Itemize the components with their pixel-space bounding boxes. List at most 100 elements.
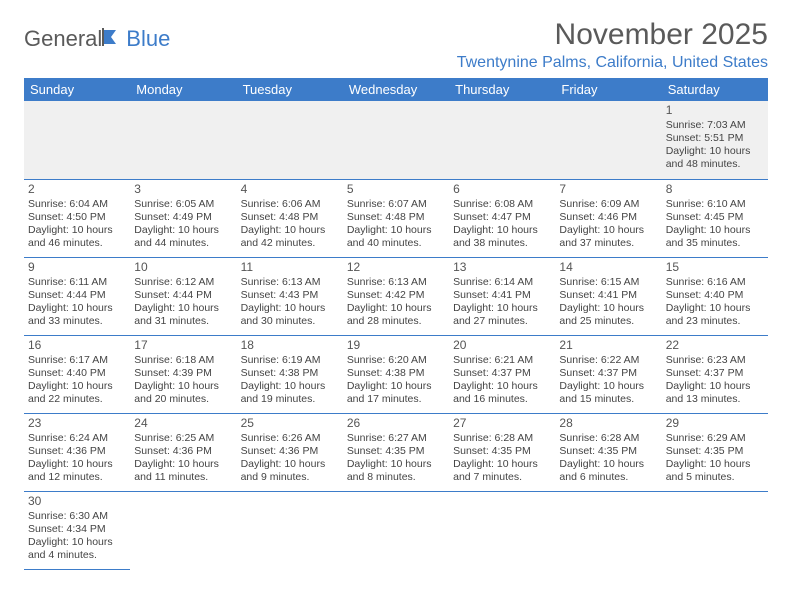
cell-text: Sunrise: 6:28 AM bbox=[559, 432, 657, 445]
day-number: 4 bbox=[241, 182, 339, 197]
cell-text: Sunset: 4:40 PM bbox=[666, 289, 764, 302]
calendar-cell: 11Sunrise: 6:13 AMSunset: 4:43 PMDayligh… bbox=[237, 257, 343, 335]
day-header: Monday bbox=[130, 78, 236, 101]
calendar-row: 1Sunrise: 7:03 AMSunset: 5:51 PMDaylight… bbox=[24, 101, 768, 179]
day-number: 5 bbox=[347, 182, 445, 197]
cell-text: Sunset: 4:38 PM bbox=[347, 367, 445, 380]
cell-text: and 38 minutes. bbox=[453, 237, 551, 250]
calendar-cell bbox=[343, 101, 449, 179]
cell-text: and 16 minutes. bbox=[453, 393, 551, 406]
cell-text: Sunrise: 6:14 AM bbox=[453, 276, 551, 289]
cell-text: Daylight: 10 hours bbox=[134, 302, 232, 315]
day-number: 10 bbox=[134, 260, 232, 275]
cell-text: Sunset: 4:37 PM bbox=[559, 367, 657, 380]
cell-text: and 25 minutes. bbox=[559, 315, 657, 328]
cell-text: Daylight: 10 hours bbox=[666, 145, 764, 158]
cell-text: and 12 minutes. bbox=[28, 471, 126, 484]
cell-text: Sunset: 4:41 PM bbox=[453, 289, 551, 302]
cell-text: Sunrise: 6:29 AM bbox=[666, 432, 764, 445]
cell-text: Sunrise: 6:10 AM bbox=[666, 198, 764, 211]
calendar-cell bbox=[237, 101, 343, 179]
cell-text: Sunrise: 6:30 AM bbox=[28, 510, 126, 523]
calendar-cell: 14Sunrise: 6:15 AMSunset: 4:41 PMDayligh… bbox=[555, 257, 661, 335]
cell-text: Daylight: 10 hours bbox=[666, 224, 764, 237]
cell-text: Daylight: 10 hours bbox=[453, 458, 551, 471]
cell-text: Sunrise: 6:05 AM bbox=[134, 198, 232, 211]
day-number: 9 bbox=[28, 260, 126, 275]
calendar-cell: 1Sunrise: 7:03 AMSunset: 5:51 PMDaylight… bbox=[662, 101, 768, 179]
calendar-cell bbox=[555, 101, 661, 179]
cell-text: Sunrise: 6:23 AM bbox=[666, 354, 764, 367]
day-number: 3 bbox=[134, 182, 232, 197]
cell-text: Daylight: 10 hours bbox=[453, 224, 551, 237]
cell-text: Sunset: 4:37 PM bbox=[666, 367, 764, 380]
calendar-row: 30Sunrise: 6:30 AMSunset: 4:34 PMDayligh… bbox=[24, 491, 768, 569]
calendar-cell bbox=[130, 101, 236, 179]
calendar-cell bbox=[24, 101, 130, 179]
calendar-cell: 17Sunrise: 6:18 AMSunset: 4:39 PMDayligh… bbox=[130, 335, 236, 413]
calendar-cell: 4Sunrise: 6:06 AMSunset: 4:48 PMDaylight… bbox=[237, 179, 343, 257]
day-number: 19 bbox=[347, 338, 445, 353]
calendar-cell: 10Sunrise: 6:12 AMSunset: 4:44 PMDayligh… bbox=[130, 257, 236, 335]
calendar-cell: 9Sunrise: 6:11 AMSunset: 4:44 PMDaylight… bbox=[24, 257, 130, 335]
cell-text: Daylight: 10 hours bbox=[559, 302, 657, 315]
day-number: 6 bbox=[453, 182, 551, 197]
day-number: 23 bbox=[28, 416, 126, 431]
cell-text: Daylight: 10 hours bbox=[453, 380, 551, 393]
calendar-row: 16Sunrise: 6:17 AMSunset: 4:40 PMDayligh… bbox=[24, 335, 768, 413]
calendar-cell: 12Sunrise: 6:13 AMSunset: 4:42 PMDayligh… bbox=[343, 257, 449, 335]
cell-text: and 5 minutes. bbox=[666, 471, 764, 484]
cell-text: and 27 minutes. bbox=[453, 315, 551, 328]
cell-text: Sunrise: 6:13 AM bbox=[241, 276, 339, 289]
cell-text: Sunset: 4:35 PM bbox=[347, 445, 445, 458]
day-number: 27 bbox=[453, 416, 551, 431]
calendar-cell: 26Sunrise: 6:27 AMSunset: 4:35 PMDayligh… bbox=[343, 413, 449, 491]
calendar-cell: 22Sunrise: 6:23 AMSunset: 4:37 PMDayligh… bbox=[662, 335, 768, 413]
day-number: 11 bbox=[241, 260, 339, 275]
day-number: 7 bbox=[559, 182, 657, 197]
cell-text: Daylight: 10 hours bbox=[559, 224, 657, 237]
calendar-cell: 29Sunrise: 6:29 AMSunset: 4:35 PMDayligh… bbox=[662, 413, 768, 491]
cell-text: Sunrise: 6:24 AM bbox=[28, 432, 126, 445]
day-number: 26 bbox=[347, 416, 445, 431]
cell-text: Sunset: 4:35 PM bbox=[453, 445, 551, 458]
day-header: Sunday bbox=[24, 78, 130, 101]
cell-text: and 15 minutes. bbox=[559, 393, 657, 406]
title-block: November 2025 Twentynine Palms, Californ… bbox=[457, 18, 768, 72]
cell-text: and 37 minutes. bbox=[559, 237, 657, 250]
day-header: Thursday bbox=[449, 78, 555, 101]
cell-text: Sunrise: 6:25 AM bbox=[134, 432, 232, 445]
calendar-cell bbox=[237, 491, 343, 569]
cell-text: and 48 minutes. bbox=[666, 158, 764, 171]
cell-text: Daylight: 10 hours bbox=[347, 458, 445, 471]
cell-text: Sunset: 4:39 PM bbox=[134, 367, 232, 380]
cell-text: Sunrise: 6:28 AM bbox=[453, 432, 551, 445]
day-header: Friday bbox=[555, 78, 661, 101]
day-number: 16 bbox=[28, 338, 126, 353]
location-label: Twentynine Palms, California, United Sta… bbox=[457, 54, 768, 72]
cell-text: Sunrise: 6:11 AM bbox=[28, 276, 126, 289]
cell-text: Sunset: 4:43 PM bbox=[241, 289, 339, 302]
calendar-cell: 24Sunrise: 6:25 AMSunset: 4:36 PMDayligh… bbox=[130, 413, 236, 491]
cell-text: Sunset: 4:45 PM bbox=[666, 211, 764, 224]
calendar-row: 2Sunrise: 6:04 AMSunset: 4:50 PMDaylight… bbox=[24, 179, 768, 257]
calendar-cell: 18Sunrise: 6:19 AMSunset: 4:38 PMDayligh… bbox=[237, 335, 343, 413]
calendar-cell bbox=[555, 491, 661, 569]
day-header: Saturday bbox=[662, 78, 768, 101]
calendar-cell: 5Sunrise: 6:07 AMSunset: 4:48 PMDaylight… bbox=[343, 179, 449, 257]
calendar-cell: 25Sunrise: 6:26 AMSunset: 4:36 PMDayligh… bbox=[237, 413, 343, 491]
cell-text: Sunset: 4:38 PM bbox=[241, 367, 339, 380]
cell-text: Daylight: 10 hours bbox=[347, 380, 445, 393]
cell-text: Sunset: 4:50 PM bbox=[28, 211, 126, 224]
calendar-cell: 7Sunrise: 6:09 AMSunset: 4:46 PMDaylight… bbox=[555, 179, 661, 257]
calendar-cell: 16Sunrise: 6:17 AMSunset: 4:40 PMDayligh… bbox=[24, 335, 130, 413]
cell-text: and 42 minutes. bbox=[241, 237, 339, 250]
calendar-cell: 28Sunrise: 6:28 AMSunset: 4:35 PMDayligh… bbox=[555, 413, 661, 491]
day-number: 13 bbox=[453, 260, 551, 275]
cell-text: Sunset: 4:35 PM bbox=[559, 445, 657, 458]
cell-text: Sunset: 5:51 PM bbox=[666, 132, 764, 145]
logo-text-2: Blue bbox=[126, 26, 170, 52]
cell-text: Daylight: 10 hours bbox=[559, 458, 657, 471]
cell-text: Sunrise: 6:13 AM bbox=[347, 276, 445, 289]
cell-text: Sunrise: 6:27 AM bbox=[347, 432, 445, 445]
